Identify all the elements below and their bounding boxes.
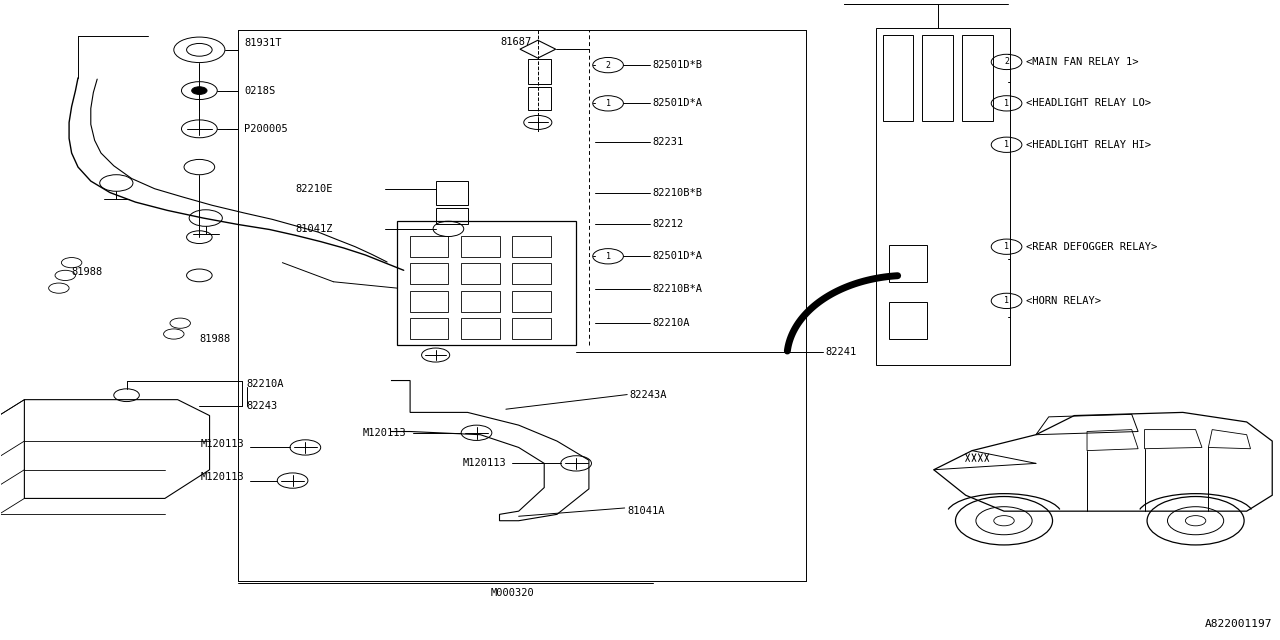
Text: 82210B*A: 82210B*A [653,284,703,294]
Text: 2: 2 [605,61,611,70]
Text: <HEADLIGHT RELAY HI>: <HEADLIGHT RELAY HI> [1025,140,1151,150]
Text: 81931T: 81931T [244,38,282,48]
Text: 82243A: 82243A [630,390,667,399]
Text: 81988: 81988 [200,334,230,344]
Text: P200005: P200005 [244,124,288,134]
Text: 82210A: 82210A [653,318,690,328]
Bar [435,181,467,205]
Text: 81041Z: 81041Z [296,224,333,234]
Text: 82212: 82212 [653,220,684,229]
Text: 1: 1 [1004,296,1009,305]
Text: 82241: 82241 [826,347,856,357]
Text: <HORN RELAY>: <HORN RELAY> [1025,296,1101,306]
Text: 82210E: 82210E [296,184,333,195]
Text: 82501D*A: 82501D*A [653,252,703,261]
Text: 1: 1 [1004,99,1009,108]
Bar [527,88,550,109]
Bar [461,263,499,284]
Text: <HEADLIGHT RELAY LO>: <HEADLIGHT RELAY LO> [1025,99,1151,108]
Text: M120113: M120113 [462,458,506,468]
Bar [512,318,550,339]
Text: M120113: M120113 [200,439,244,449]
Bar [877,28,1010,365]
Bar [435,209,467,225]
Bar [961,35,992,120]
Bar [883,35,914,120]
Text: 82501D*B: 82501D*B [653,60,703,70]
Bar [512,236,550,257]
Text: 81988: 81988 [72,268,102,277]
Bar [512,291,550,312]
Bar [890,302,928,339]
Text: A822001197: A822001197 [1204,619,1272,629]
Bar [410,291,448,312]
Text: 81687: 81687 [500,37,531,47]
Bar [923,35,952,120]
Bar [512,263,550,284]
Text: M120113: M120113 [200,472,244,483]
Circle shape [192,87,207,95]
Text: 2: 2 [1004,58,1009,67]
Bar [410,263,448,284]
Text: 1: 1 [1004,140,1009,149]
Text: 82231: 82231 [653,136,684,147]
Bar [397,221,576,346]
Text: 0218S: 0218S [244,86,275,95]
Bar [890,245,928,282]
Text: 81041A: 81041A [627,506,664,516]
Bar [461,236,499,257]
Bar [461,318,499,339]
Text: 82210A: 82210A [247,379,284,388]
Text: <MAIN FAN RELAY 1>: <MAIN FAN RELAY 1> [1025,57,1138,67]
Bar [410,318,448,339]
Text: 82210B*B: 82210B*B [653,188,703,198]
Text: 82243: 82243 [247,401,278,411]
Text: M120113: M120113 [362,428,406,438]
Text: 1: 1 [605,99,611,108]
Bar [461,291,499,312]
Text: 1: 1 [605,252,611,260]
Text: 82501D*A: 82501D*A [653,99,703,108]
Bar [410,236,448,257]
Bar [527,59,550,84]
Text: <REAR DEFOGGER RELAY>: <REAR DEFOGGER RELAY> [1025,242,1157,252]
Text: M000320: M000320 [490,588,534,598]
Text: 1: 1 [1004,242,1009,252]
